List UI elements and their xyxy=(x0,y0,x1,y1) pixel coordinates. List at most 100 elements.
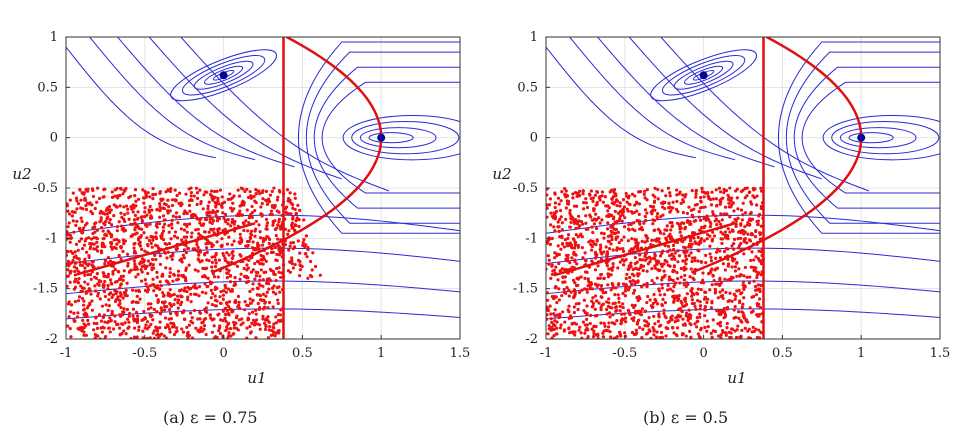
sample-point xyxy=(710,299,714,304)
sample-point xyxy=(672,269,676,273)
sample-point xyxy=(681,198,685,202)
sample-point xyxy=(550,320,554,325)
sample-point xyxy=(689,251,693,255)
sample-point xyxy=(129,222,133,227)
sample-point xyxy=(546,241,550,245)
sample-point xyxy=(759,283,763,288)
sample-point xyxy=(229,206,233,210)
sample-point xyxy=(271,290,275,294)
sample-point xyxy=(143,223,148,227)
sample-point xyxy=(231,309,235,313)
sample-point xyxy=(610,281,614,286)
sample-point xyxy=(215,299,219,303)
sample-point xyxy=(581,320,585,324)
sample-point xyxy=(621,213,625,217)
sample-point xyxy=(161,229,166,233)
sample-point xyxy=(689,314,693,318)
sample-point xyxy=(606,234,611,238)
sample-point xyxy=(736,324,740,328)
sample-point xyxy=(168,288,172,292)
sample-point xyxy=(564,217,568,221)
sample-point xyxy=(260,214,264,218)
sample-point xyxy=(251,310,255,314)
sample-point xyxy=(102,274,106,278)
sample-point xyxy=(594,218,598,222)
sample-point xyxy=(683,246,688,250)
y-tick-label: 0 xyxy=(50,131,58,146)
sample-point xyxy=(161,294,166,298)
sample-point xyxy=(70,210,74,214)
sample-point xyxy=(695,291,699,295)
sample-point xyxy=(617,282,621,286)
sample-point xyxy=(254,312,258,316)
sample-point xyxy=(558,208,563,213)
sample-point xyxy=(167,293,171,297)
sample-point xyxy=(659,262,663,266)
sample-point xyxy=(270,213,274,217)
sample-point xyxy=(668,248,672,252)
sample-point xyxy=(262,270,266,275)
sample-point xyxy=(679,226,683,230)
sample-point xyxy=(679,275,683,279)
sample-point xyxy=(175,326,179,330)
sample-point xyxy=(713,290,718,294)
sample-point xyxy=(735,274,739,278)
sample-point xyxy=(726,237,730,241)
sample-point xyxy=(553,201,557,205)
sample-point xyxy=(86,189,90,193)
sample-point xyxy=(602,276,606,281)
sample-point xyxy=(294,223,298,228)
sample-point xyxy=(148,195,152,199)
sample-point xyxy=(75,219,79,223)
sample-point xyxy=(178,191,182,195)
level-curve xyxy=(306,51,460,224)
sample-point xyxy=(689,236,693,241)
sample-point xyxy=(585,312,589,316)
sample-point xyxy=(72,311,76,315)
sample-point xyxy=(80,329,84,333)
sample-point xyxy=(170,325,175,329)
sample-point xyxy=(230,220,234,225)
sample-point xyxy=(694,307,698,311)
sample-point xyxy=(698,312,702,316)
sample-point xyxy=(738,273,743,277)
sample-point xyxy=(128,269,132,273)
sample-point xyxy=(81,318,85,322)
sample-point xyxy=(696,319,700,323)
sample-point xyxy=(258,294,263,298)
sample-point xyxy=(194,326,198,330)
sample-point xyxy=(550,236,554,241)
sample-point xyxy=(621,305,625,310)
sample-point xyxy=(275,286,280,290)
sample-point xyxy=(585,323,589,327)
sample-point xyxy=(186,331,190,335)
sample-point xyxy=(195,196,200,200)
sample-point xyxy=(182,222,187,226)
sample-point xyxy=(688,219,692,224)
sample-point xyxy=(546,215,549,219)
sample-point xyxy=(93,206,97,211)
sample-point xyxy=(113,314,117,318)
x-tick-label: 1.5 xyxy=(450,346,471,361)
sample-point xyxy=(210,221,214,226)
sample-point xyxy=(673,282,677,286)
sample-point xyxy=(558,326,563,330)
sample-point xyxy=(679,266,683,271)
level-curve xyxy=(831,121,940,155)
sample-point xyxy=(571,192,575,196)
sample-point xyxy=(203,309,208,313)
sample-point xyxy=(571,217,575,222)
sample-point xyxy=(546,206,549,210)
sample-point xyxy=(125,307,130,312)
sample-point xyxy=(202,324,207,328)
sample-point xyxy=(618,304,622,309)
sample-point xyxy=(218,331,223,336)
y-tick-label: -2 xyxy=(45,332,58,347)
sample-point xyxy=(702,239,707,243)
sample-point xyxy=(218,301,223,305)
sample-point xyxy=(546,254,550,258)
sample-point xyxy=(622,312,627,316)
sample-point xyxy=(130,234,134,238)
sample-point xyxy=(740,320,744,324)
sample-point xyxy=(237,318,242,322)
